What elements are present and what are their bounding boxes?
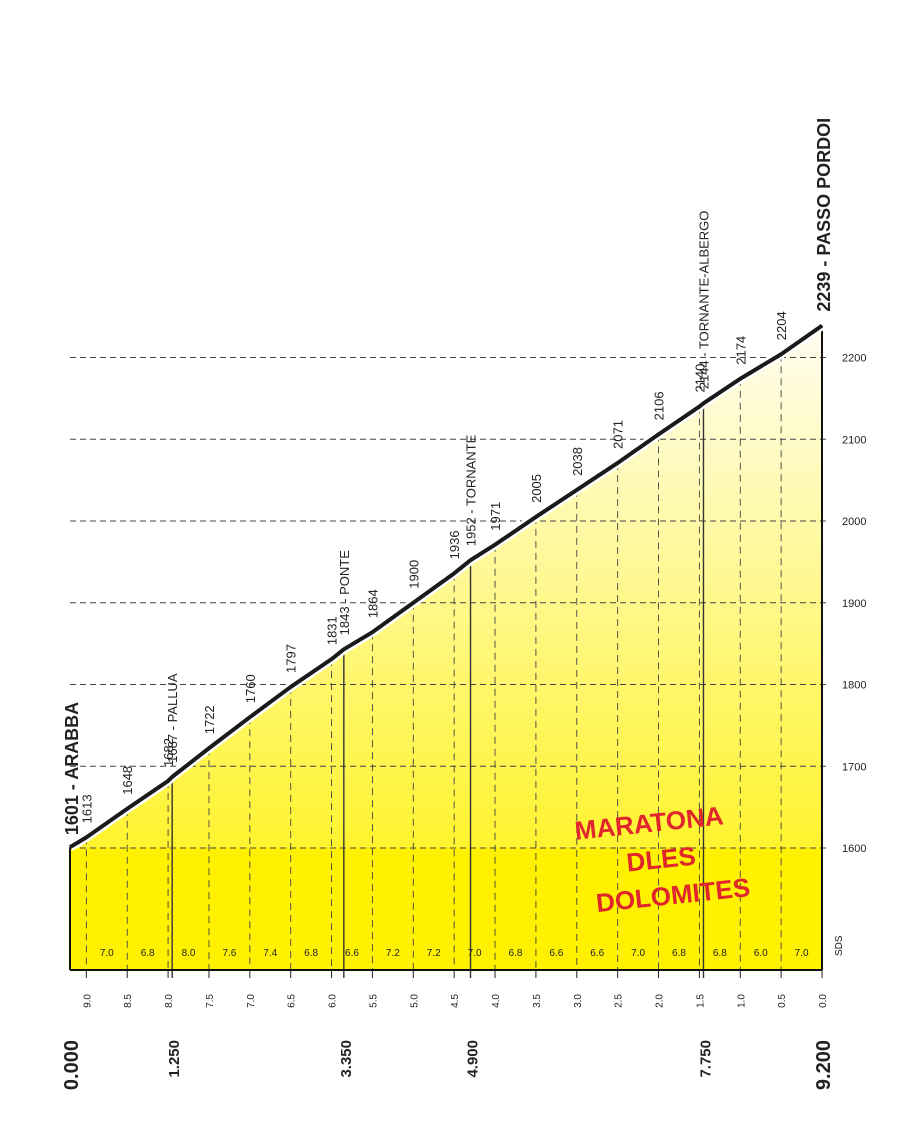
km-to-go-tick-label: 6.5 [287,994,298,1008]
point-elevation-label: 2144 - TORNANTE-ALBERGO [696,211,711,390]
point-elevation-label: 1682 [161,738,176,767]
km-to-go-tick-label: 3.5 [532,994,543,1008]
gradient-label: 6.8 [672,948,686,959]
finish-km-label: 9.200 [813,1040,835,1090]
profile-area [70,325,822,970]
gradient-label: 6.8 [713,948,727,959]
point-elevation-label: 2174 [733,336,748,365]
profile-line-layer [67,321,825,852]
point-elevation-label: 1864 [365,589,380,618]
gradient-label: 7.2 [427,948,441,959]
profile-fill-layer [70,325,822,970]
elevation-tick-label: 2000 [842,516,866,528]
km-to-go-tick-label: 8.0 [164,994,175,1008]
slope-axis-label: SDS [834,935,845,956]
point-elevation-label: 1760 [243,674,258,703]
gradient-label: 6.8 [509,948,523,959]
gradient-label: 6.6 [345,948,359,959]
gradient-label: 6.0 [754,948,768,959]
gradient-label: 7.2 [386,948,400,959]
point-elevation-label: 2005 [529,474,544,503]
landmark-km-label: 1.250 [166,1040,183,1078]
gradient-label: 8.0 [182,948,196,959]
gradient-label: 6.6 [549,948,563,959]
km-to-go-tick-label: 3.0 [573,994,584,1008]
elevation-tick-label: 1700 [842,761,866,773]
profile-line [68,323,824,849]
gradient-label: 7.0 [631,948,645,959]
elevation-tick-label: 2200 [842,353,866,365]
finish-title: 2239 - PASSO PORDOI [814,118,834,312]
landmark-km-label: 4.900 [465,1040,482,1078]
elevation-tick-label: 1600 [842,843,866,855]
elevation-tick-label: 1900 [842,598,866,610]
start-km-label: 0.000 [61,1040,83,1090]
km-to-go-tick-label: 8.5 [123,994,134,1008]
gradient-label: 6.8 [141,948,155,959]
km-to-go-tick-label: 4.5 [450,994,461,1008]
point-elevation-label: 1687 - PALLUA [165,673,180,763]
point-elevation-label: 2038 [570,447,585,476]
point-elevation-label: 1971 [488,502,503,531]
km-to-go-tick-label: 6.0 [328,994,339,1008]
km-to-go-tick-label: 1.5 [695,994,706,1008]
elevation-tick-label: 1800 [842,680,866,692]
point-elevation-label: 1936 [447,530,462,559]
point-elevation-label: 1900 [406,560,421,589]
gradient-label: 6.8 [304,948,318,959]
point-elevation-label: 2071 [611,420,626,449]
km-to-go-tick-label: 1.0 [736,994,747,1008]
label-layer: 1600 1700 1800 1900 2000 2100 2200 9.0 8.5 8.0 7.5… [61,118,866,1090]
point-elevation-label: 1797 [284,644,299,673]
start-title: 1601 - ARABBA [62,702,82,835]
grid-layer [69,325,830,978]
point-elevation-label: 1831 [325,616,340,645]
km-to-go-tick-label: 5.0 [409,994,420,1008]
point-elevation-label: 1722 [202,705,217,734]
gradient-label: 7.4 [263,948,277,959]
gradient-label: 7.0 [795,948,809,959]
km-to-go-tick-label: 4.0 [491,994,502,1008]
km-to-go-tick-label: 7.0 [246,994,257,1008]
logo-text-line: DLES [625,841,697,878]
km-to-go-tick-label: 9.0 [82,994,93,1008]
landmark-km-label: 3.350 [338,1040,355,1078]
gradient-label: 6.6 [590,948,604,959]
point-elevation-label: 1952 - TORNANTE [464,434,479,546]
base-band [70,848,822,970]
point-elevation-label: 2140 [692,364,707,393]
gradient-label: 7.0 [468,948,482,959]
point-elevation-label: 2204 [774,311,789,340]
point-elevation-label: 1843 - PONTE [337,550,352,636]
km-to-go-tick-label: 7.5 [205,994,216,1008]
km-to-go-tick-label: 0.5 [777,994,788,1008]
km-to-go-tick-label: 2.0 [655,994,666,1008]
point-elevation-label: 1613 [79,794,94,823]
gradient-label: 7.0 [100,948,114,959]
km-to-go-tick-label: 2.5 [614,994,625,1008]
gradient-label: 7.6 [222,948,236,959]
landmark-km-label: 7.750 [697,1040,714,1078]
km-to-go-tick-label: 5.5 [368,994,379,1008]
elevation-tick-label: 2100 [842,434,866,446]
point-elevation-label: 2106 [652,391,667,420]
km-to-go-tick-label: 0.0 [818,994,829,1008]
point-elevation-label: 1648 [120,766,135,795]
